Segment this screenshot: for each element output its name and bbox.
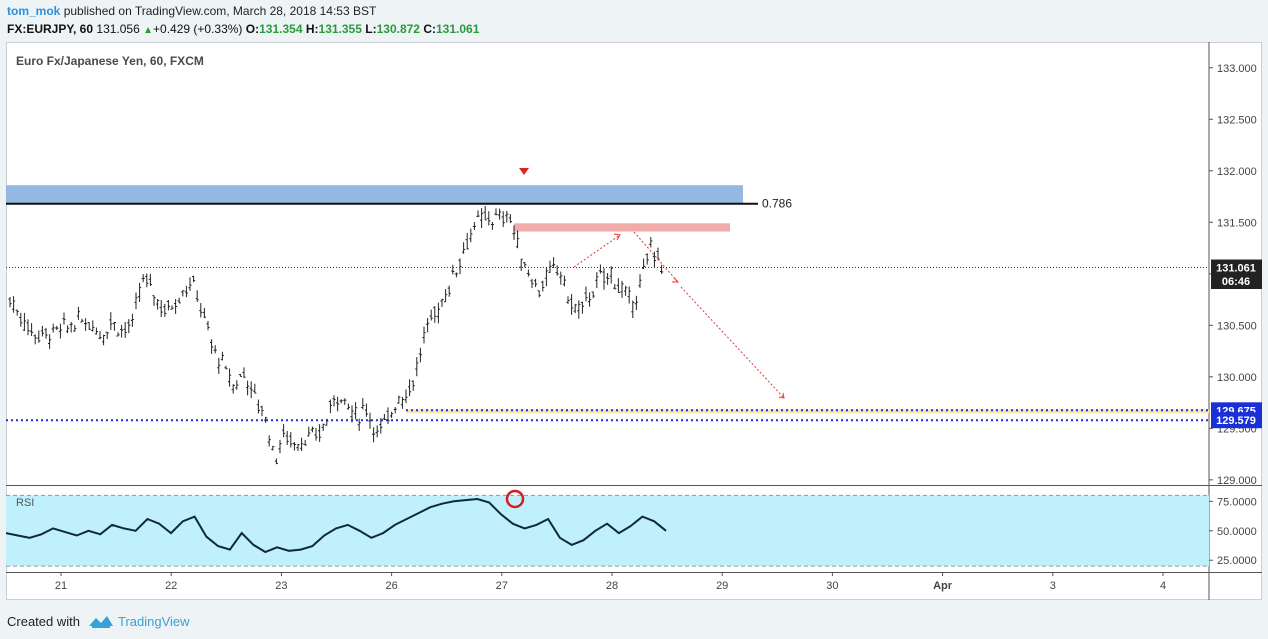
- y-tick-label: 130.500: [1217, 320, 1257, 332]
- price-label-text: 06:46: [1222, 276, 1250, 288]
- y-tick-label: 132.000: [1217, 166, 1257, 178]
- rsi-highlight-circle: [505, 489, 525, 509]
- rsi-line: [6, 497, 667, 554]
- publish-line: tom_mok published on TradingView.com, Ma…: [7, 4, 376, 18]
- chart-border: [6, 42, 1262, 600]
- annotation-layer: [519, 168, 785, 399]
- y-tick-label: 131.500: [1217, 217, 1257, 229]
- x-tick-label: 27: [496, 580, 508, 592]
- x-tick-label: 21: [55, 580, 67, 592]
- rsi-label: RSI: [16, 497, 34, 509]
- open-value: 131.354: [259, 22, 303, 36]
- arrow-head-mid: [672, 277, 680, 283]
- ohlc-line: FX:EURJPY, 60 131.056 ▲+0.429 (+0.33%) O…: [7, 22, 479, 36]
- x-tick-label: 28: [606, 580, 618, 592]
- tradingview-logo-icon[interactable]: [88, 613, 114, 629]
- chart-svg[interactable]: 0.786 133.000132.500132.000131.500131.00…: [6, 42, 1262, 600]
- x-tick-label: Apr: [933, 580, 953, 592]
- rsi-tick-label: 50.0000: [1217, 526, 1257, 538]
- price-label-bg: [1211, 412, 1262, 429]
- rsi-pane: [6, 489, 1209, 567]
- x-tick-label: 26: [385, 580, 397, 592]
- author-link[interactable]: tom_mok: [7, 4, 61, 18]
- low-value: 130.872: [376, 22, 420, 36]
- close-label: C:: [423, 22, 436, 36]
- y-tick-label: 129.000: [1217, 475, 1257, 487]
- high-value: 131.355: [318, 22, 362, 36]
- price-label-text: 131.061: [1216, 263, 1256, 275]
- zone-entry: [514, 223, 730, 232]
- arrow-head-up: [613, 233, 621, 241]
- y-tick-label: 133.000: [1217, 63, 1257, 75]
- footer: Created with TradingView: [0, 604, 1268, 639]
- close-value: 131.061: [436, 22, 480, 36]
- x-tick-label: 4: [1160, 580, 1166, 592]
- y-tick-label: 132.500: [1217, 114, 1257, 126]
- header: tom_mok published on TradingView.com, Ma…: [0, 0, 1268, 40]
- price-bars: [8, 205, 664, 465]
- x-tick-label: 22: [165, 580, 177, 592]
- high-label: H:: [305, 22, 319, 36]
- up-triangle-icon: ▲: [143, 25, 154, 36]
- zone-resistance: [6, 185, 743, 204]
- zone-layer: 0.786: [6, 185, 1209, 422]
- x-tick-label: 29: [716, 580, 728, 592]
- chart-area[interactable]: 0.786 133.000132.500132.000131.500131.00…: [6, 42, 1262, 600]
- low-label: L:: [365, 22, 377, 36]
- chart-title: Euro Fx/Japanese Yen, 60, FXCM: [16, 54, 204, 68]
- tradingview-brand-link[interactable]: TradingView: [118, 614, 190, 629]
- rsi-band: [6, 495, 1209, 567]
- fib-level-label: 0.786: [762, 197, 792, 211]
- x-tick-label: 23: [275, 580, 287, 592]
- price-label-bg: [1211, 259, 1262, 276]
- projection-arrow-up: [573, 234, 621, 268]
- y-tick-label: 130.000: [1217, 372, 1257, 384]
- projection-arrow-down: [680, 286, 785, 399]
- sell-triangle-icon: [519, 168, 529, 175]
- open-label: O:: [245, 22, 260, 36]
- x-tick-label: 3: [1050, 580, 1056, 592]
- arrow-head-down: [778, 392, 785, 399]
- change-value: +0.429 (+0.33%): [153, 22, 243, 36]
- rsi-tick-label: 75.0000: [1217, 496, 1257, 508]
- price-label-bg: [1211, 273, 1262, 290]
- price-label-text: 129.579: [1216, 415, 1256, 427]
- x-tick-label: 30: [826, 580, 838, 592]
- axis-layer: 133.000132.500132.000131.500131.000130.5…: [55, 63, 1262, 592]
- published-text: published on TradingView.com, March 28, …: [63, 4, 377, 18]
- symbol-label: FX:EURJPY, 60: [7, 22, 94, 36]
- last-price: 131.056: [96, 22, 140, 36]
- rsi-tick-label: 25.0000: [1217, 555, 1257, 567]
- projection-arrow-mid: [633, 231, 679, 283]
- created-with-text: Created with: [7, 614, 80, 629]
